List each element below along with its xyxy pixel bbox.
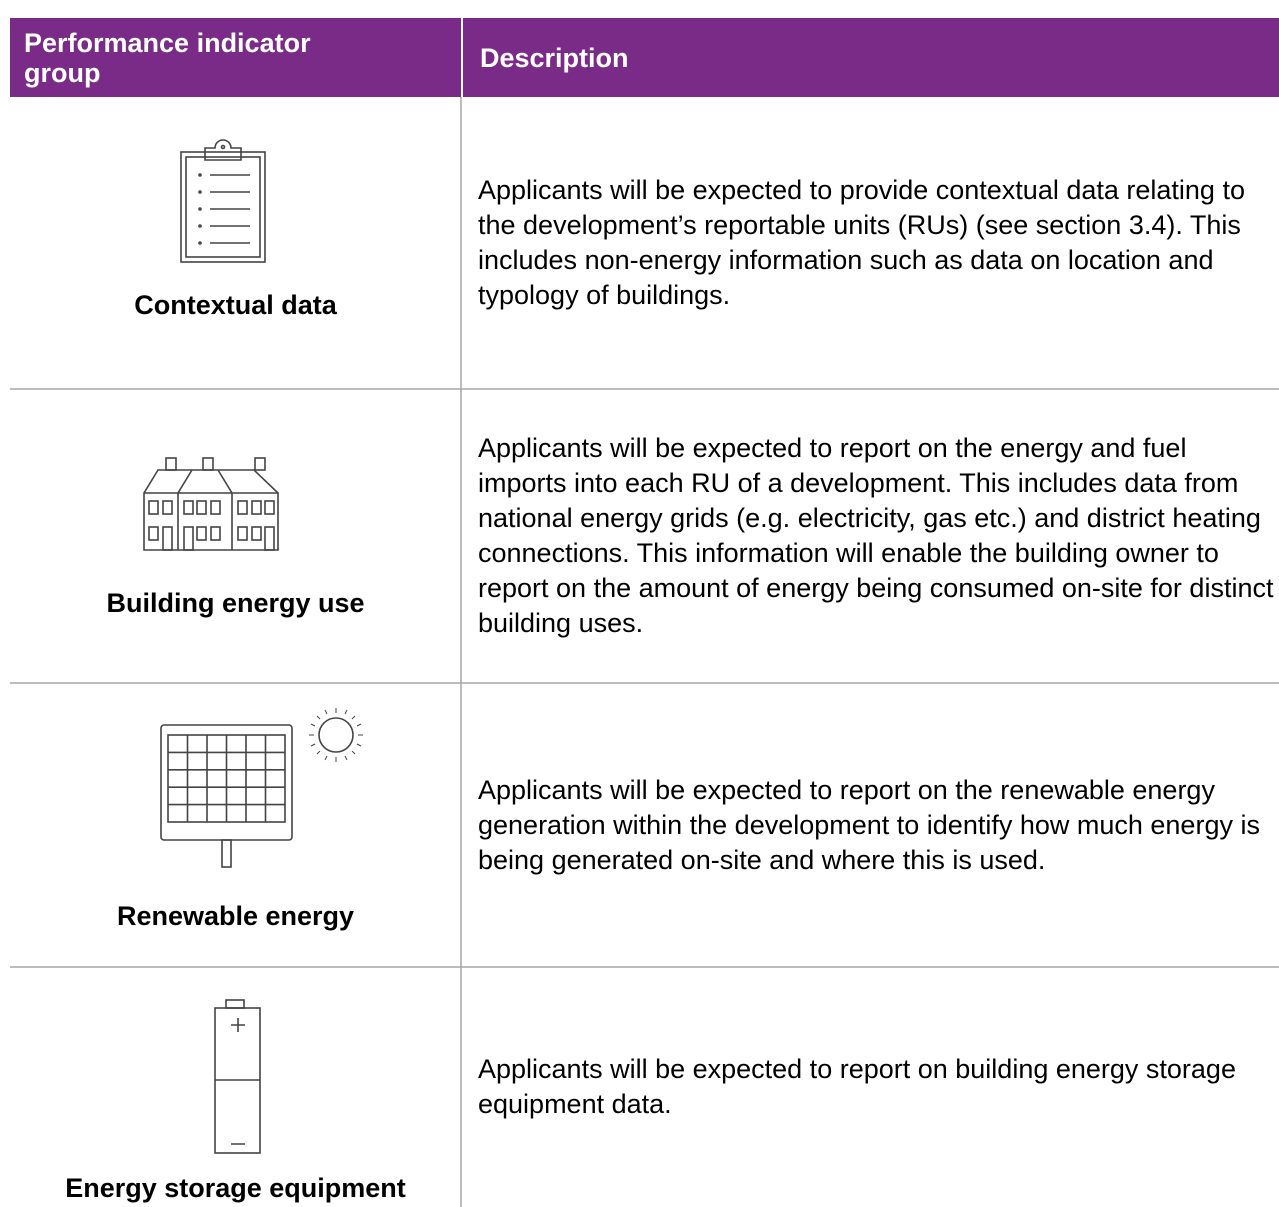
description: Applicants will be expected to report on… (478, 774, 1260, 875)
header-cell: Description (463, 18, 1279, 97)
grid (10, 97, 1279, 1207)
description-cell: Applicants will be expected to provide c… (461, 97, 1279, 389)
group-label: Contextual data (134, 290, 337, 320)
description: Applicants will be expected to report on… (478, 1054, 1236, 1119)
clipboard-icon (180, 139, 266, 263)
description: Applicants will be expected to provide c… (478, 175, 1245, 310)
description-cell: Applicants will be expected to report on… (461, 683, 1279, 967)
solar-panel-icon (160, 708, 363, 868)
group-label: Building energy use (106, 588, 365, 618)
description-cell: Applicants will be expected to report on… (461, 967, 1279, 1207)
description-cell: Applicants will be expected to report on… (461, 389, 1279, 683)
group-label: Energy storage equipment (65, 1173, 406, 1203)
group-label: Renewable energy (116, 901, 355, 931)
header-text: Description (480, 42, 629, 73)
header-text: Performance indicator group (24, 27, 311, 88)
header-cell: Performance indicator group (10, 18, 461, 97)
description: Applicants will be expected to report on… (478, 433, 1274, 638)
buildings-icon (143, 457, 279, 551)
battery-icon (214, 999, 261, 1154)
